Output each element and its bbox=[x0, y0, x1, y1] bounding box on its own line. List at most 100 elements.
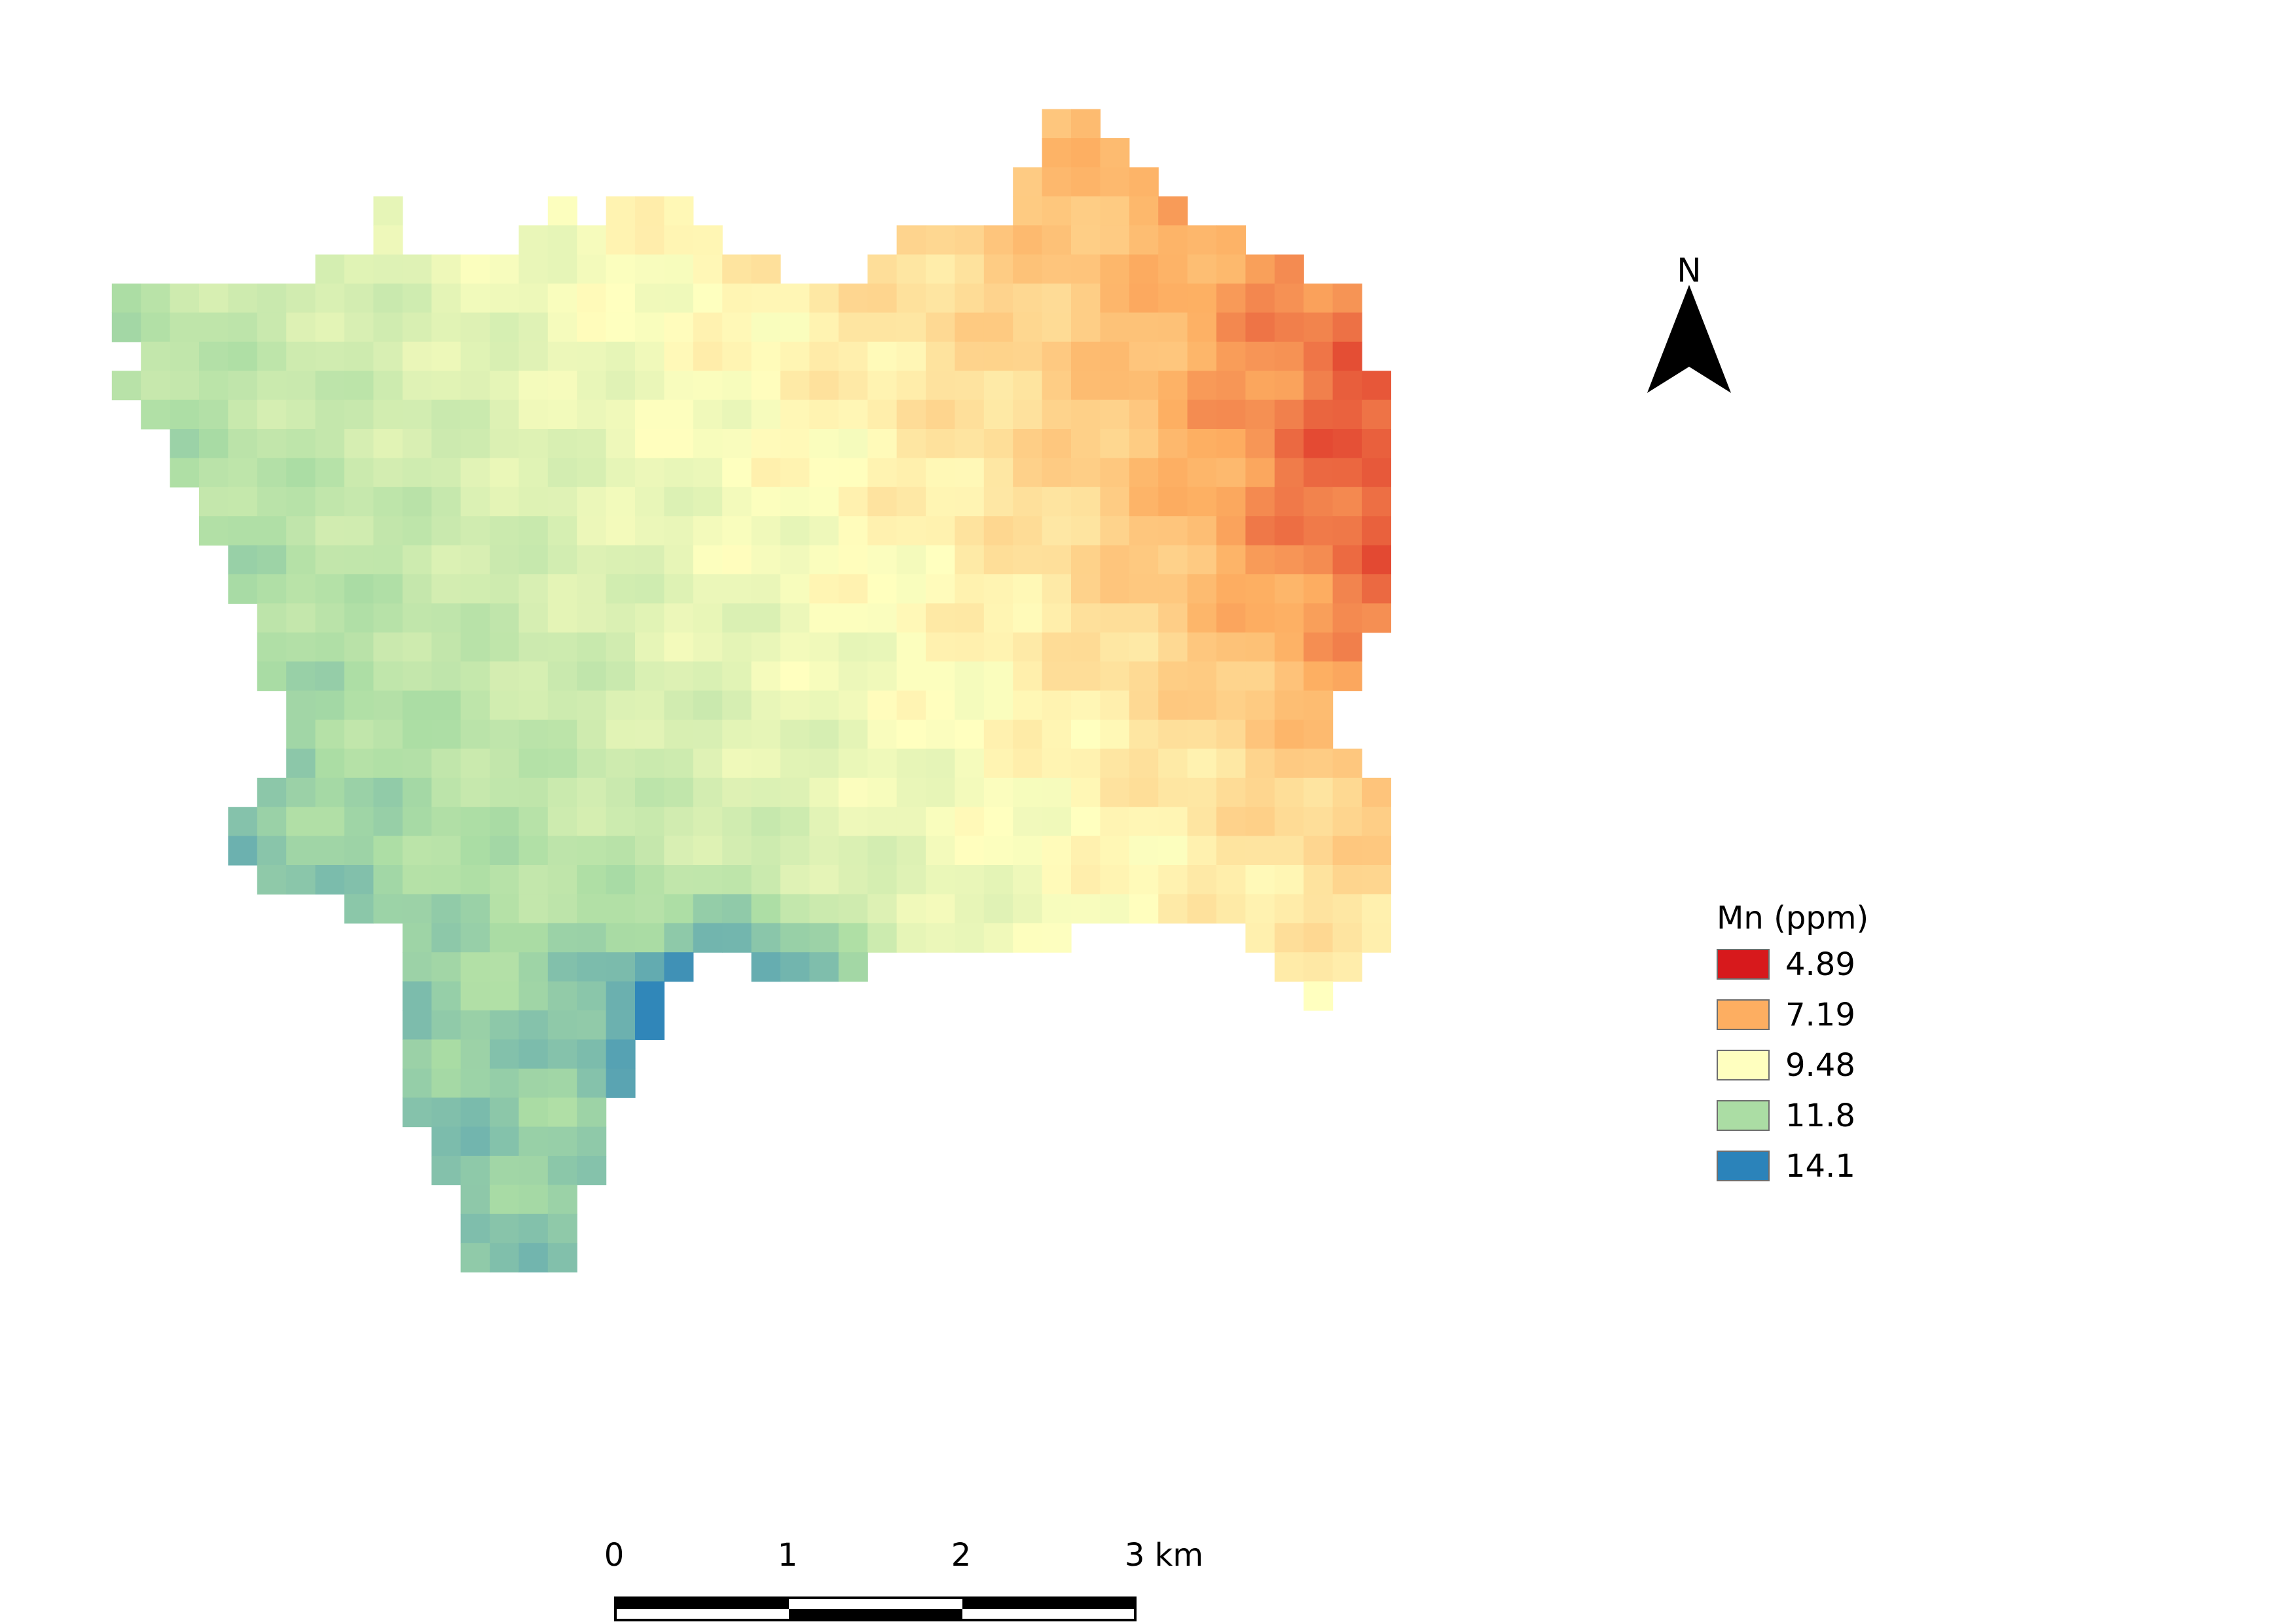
raster-cell bbox=[838, 632, 868, 662]
raster-cell bbox=[693, 661, 723, 692]
raster-cell bbox=[577, 923, 607, 953]
raster-cell bbox=[1245, 865, 1275, 895]
raster-cell bbox=[983, 487, 1013, 517]
raster-cell bbox=[1013, 748, 1043, 779]
raster-cell bbox=[867, 516, 898, 546]
raster-cell bbox=[1129, 371, 1159, 401]
raster-cell bbox=[693, 894, 723, 924]
raster-cell bbox=[926, 516, 955, 546]
raster-cell bbox=[286, 458, 316, 488]
raster-cell bbox=[344, 399, 374, 430]
raster-cell bbox=[751, 516, 781, 546]
raster-cell bbox=[1013, 254, 1043, 284]
raster-cell bbox=[1071, 399, 1101, 430]
raster-cell bbox=[838, 720, 868, 749]
raster-cell bbox=[1100, 429, 1130, 458]
raster-cell bbox=[1245, 574, 1275, 604]
raster-cell bbox=[809, 399, 839, 430]
raster-cell bbox=[664, 603, 694, 633]
raster-cell bbox=[490, 748, 519, 779]
raster-cell bbox=[1071, 225, 1101, 255]
raster-cell bbox=[1303, 807, 1334, 837]
raster-cell bbox=[228, 487, 258, 517]
raster-cell bbox=[257, 632, 287, 662]
raster-cell bbox=[1187, 894, 1217, 924]
raster-cell bbox=[1100, 225, 1130, 255]
raster-cell bbox=[896, 836, 926, 866]
raster-cell bbox=[402, 748, 432, 779]
raster-cell bbox=[1216, 894, 1246, 924]
raster-cell bbox=[547, 807, 577, 837]
raster-cell bbox=[838, 399, 868, 430]
raster-cell bbox=[722, 603, 752, 633]
raster-cell bbox=[519, 748, 549, 779]
raster-cell bbox=[983, 661, 1013, 692]
raster-cell bbox=[577, 777, 607, 807]
raster-cell bbox=[141, 341, 171, 371]
raster-cell bbox=[722, 574, 752, 604]
raster-cell bbox=[664, 632, 694, 662]
raster-cell bbox=[1013, 807, 1043, 837]
raster-cell bbox=[809, 865, 839, 895]
raster-cell bbox=[460, 894, 490, 924]
raster-cell bbox=[547, 923, 577, 953]
raster-cell bbox=[606, 661, 636, 692]
raster-cell bbox=[547, 632, 577, 662]
raster-cell bbox=[577, 1126, 607, 1156]
raster-cell bbox=[635, 399, 665, 430]
raster-cell bbox=[1362, 371, 1391, 401]
raster-cell bbox=[315, 254, 345, 284]
raster-cell bbox=[228, 341, 258, 371]
raster-cell bbox=[635, 458, 665, 488]
raster-cell bbox=[1245, 516, 1275, 546]
raster-cell bbox=[780, 487, 810, 517]
raster-cell bbox=[1071, 109, 1101, 139]
raster-cell bbox=[1303, 836, 1334, 866]
raster-cell bbox=[1129, 720, 1159, 749]
raster-cell bbox=[780, 574, 810, 604]
raster-cell bbox=[344, 836, 374, 866]
raster-cell bbox=[490, 341, 519, 371]
raster-cell bbox=[780, 312, 810, 342]
raster-cell bbox=[1274, 487, 1304, 517]
raster-cell bbox=[1187, 487, 1217, 517]
raster-cell bbox=[664, 312, 694, 342]
raster-cell bbox=[1013, 836, 1043, 866]
raster-cell bbox=[955, 894, 985, 924]
raster-cell bbox=[1274, 720, 1304, 749]
raster-cell bbox=[1332, 284, 1362, 313]
raster-cell bbox=[983, 225, 1013, 255]
raster-cell bbox=[1187, 458, 1217, 488]
raster-cell bbox=[1216, 661, 1246, 692]
raster-cell bbox=[519, 1243, 549, 1273]
raster-cell bbox=[547, 894, 577, 924]
raster-cell bbox=[635, 981, 665, 1011]
raster-cell bbox=[1013, 690, 1043, 720]
raster-cell bbox=[519, 1156, 549, 1185]
raster-cell bbox=[926, 632, 955, 662]
raster-cell bbox=[664, 254, 694, 284]
raster-cell bbox=[315, 341, 345, 371]
raster-cell bbox=[1245, 312, 1275, 342]
raster-cell bbox=[809, 807, 839, 837]
raster-cell bbox=[1332, 312, 1362, 342]
raster-cell bbox=[1100, 254, 1130, 284]
raster-cell bbox=[1274, 952, 1304, 982]
raster-cell bbox=[1245, 341, 1275, 371]
raster-cell bbox=[1042, 748, 1072, 779]
raster-cell bbox=[780, 545, 810, 575]
raster-cell bbox=[1100, 371, 1130, 401]
raster-cell bbox=[577, 225, 607, 255]
raster-cell bbox=[519, 1185, 549, 1215]
raster-cell bbox=[286, 632, 316, 662]
raster-cell bbox=[867, 894, 898, 924]
raster-cell bbox=[373, 371, 403, 401]
raster-cell bbox=[460, 516, 490, 546]
raster-cell bbox=[983, 748, 1013, 779]
raster-cell bbox=[199, 341, 228, 371]
raster-cell bbox=[1100, 399, 1130, 430]
raster-cell bbox=[490, 429, 519, 458]
raster-cell bbox=[867, 458, 898, 488]
raster-cell bbox=[722, 371, 752, 401]
raster-cell bbox=[1158, 632, 1188, 662]
